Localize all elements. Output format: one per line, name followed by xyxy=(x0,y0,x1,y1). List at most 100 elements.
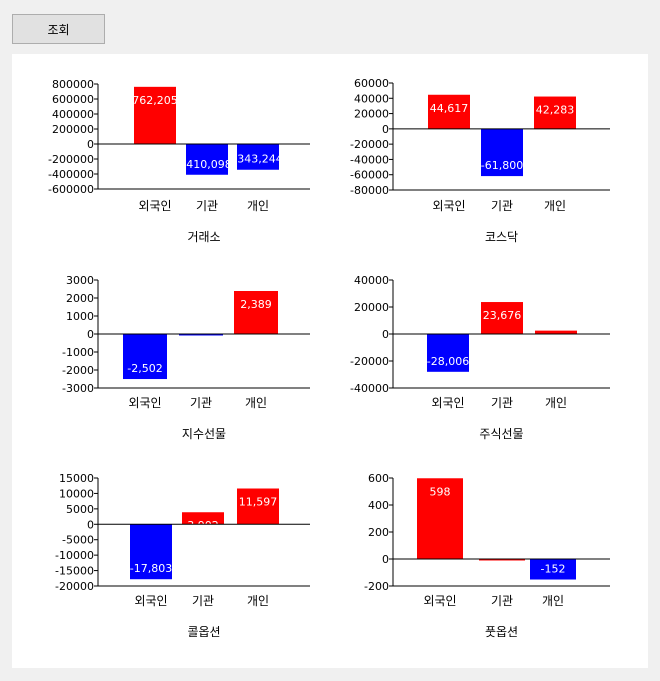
y-tick-label: -1000 xyxy=(62,346,94,359)
y-tick-label: -20000 xyxy=(350,138,389,151)
y-tick-label: 60000 xyxy=(354,77,389,90)
bar-foreigner xyxy=(417,478,463,559)
category-label-institution: 기관 xyxy=(491,199,513,213)
category-label-individual: 개인 xyxy=(247,199,269,213)
chart-title: 풋옵션 xyxy=(485,625,518,639)
data-label-individual: 42,283 xyxy=(536,104,575,117)
data-label-institution: 23,676 xyxy=(483,309,522,322)
category-label-institution: 기관 xyxy=(196,199,218,213)
category-label-individual: 개인 xyxy=(545,396,567,410)
y-tick-label: -15000 xyxy=(55,565,94,578)
bar-foreigner xyxy=(427,334,469,372)
y-tick-label: -3000 xyxy=(62,382,94,395)
y-tick-label: 3000 xyxy=(66,274,94,287)
y-tick-label: 0 xyxy=(382,123,389,136)
category-label-individual: 개인 xyxy=(544,199,566,213)
data-label-foreigner: -2,502 xyxy=(127,362,162,375)
chart-stock-futures: 40000 20000 0 -20000 -40000 -28,006 23,676 외국인 기… xyxy=(350,274,610,441)
y-tick-label: 0 xyxy=(382,328,389,341)
y-tick-label: 10000 xyxy=(59,487,94,500)
category-label-foreigner: 외국인 xyxy=(423,594,456,608)
y-tick-label: 600 xyxy=(368,472,389,485)
data-label-individual: 2,389 xyxy=(240,298,272,311)
bar-individual xyxy=(237,488,279,525)
chart-index-futures: 3000 2000 1000 0 -1000 -2000 -3000 -2,502 2,389 외… xyxy=(62,274,310,441)
bar-individual xyxy=(535,330,577,334)
bar-institution xyxy=(179,334,223,336)
y-tick-label: 400 xyxy=(368,499,389,512)
y-tick-label: 20000 xyxy=(354,301,389,314)
y-tick-label: -40000 xyxy=(350,153,389,166)
bar-individual xyxy=(530,559,576,580)
y-tick-label: -40000 xyxy=(350,382,389,395)
bar-individual xyxy=(234,290,278,334)
category-label-foreigner: 외국인 xyxy=(431,396,464,410)
category-label-individual: 개인 xyxy=(247,594,269,608)
data-label-individual: -152 xyxy=(541,563,566,576)
y-tick-label: 200000 xyxy=(52,123,94,136)
data-label-foreigner: 598 xyxy=(430,485,451,498)
bar-individual xyxy=(237,144,279,170)
data-label-foreigner: -28,006 xyxy=(427,355,469,368)
y-tick-label: 40000 xyxy=(354,92,389,105)
data-label-institution: -410,098 xyxy=(182,158,231,171)
y-tick-label: -60000 xyxy=(350,169,389,182)
y-tick-label: 200 xyxy=(368,526,389,539)
y-tick-label: -600000 xyxy=(48,183,94,196)
y-tick-label: -400000 xyxy=(48,168,94,181)
chart-title: 콜옵션 xyxy=(187,625,220,639)
chart-title: 코스닥 xyxy=(485,230,518,244)
category-label-individual: 개인 xyxy=(245,396,267,410)
chart-exchange: 800000 600000 400000 200000 0 -200000 -400000 -… xyxy=(48,78,310,244)
y-tick-label: 2000 xyxy=(66,292,94,305)
y-tick-label: 400000 xyxy=(52,108,94,121)
y-tick-label: -20000 xyxy=(55,580,94,593)
data-label-institution: -61,800 xyxy=(481,159,523,172)
bar-institution xyxy=(479,559,525,561)
bar-institution xyxy=(182,512,224,525)
bar-foreigner xyxy=(130,524,172,580)
chart-title: 거래소 xyxy=(187,230,220,244)
y-tick-label: -80000 xyxy=(350,184,389,197)
category-label-foreigner: 외국인 xyxy=(432,199,465,213)
bar-foreigner xyxy=(428,94,470,129)
y-tick-label: 0 xyxy=(87,328,94,341)
y-tick-label: -5000 xyxy=(62,534,94,547)
y-tick-label: -200 xyxy=(364,580,389,593)
y-tick-label: 1000 xyxy=(66,310,94,323)
chart-panel: 800000 600000 400000 200000 0 -200000 -400000-… xyxy=(12,54,648,668)
y-tick-label: 20000 xyxy=(354,108,389,121)
category-label-institution: 기관 xyxy=(491,396,513,410)
category-label-institution: 기관 xyxy=(190,396,212,410)
category-label-institution: 기관 xyxy=(491,594,513,608)
y-tick-label: 5000 xyxy=(66,503,94,516)
chart-title: 지수선물 xyxy=(182,427,226,441)
y-tick-label: 0 xyxy=(87,518,94,531)
y-tick-label: -20000 xyxy=(350,355,389,368)
y-tick-label: -200000 xyxy=(48,153,94,166)
data-label-institution: 3,902 xyxy=(187,519,219,532)
chart-kosdaq: 60000 40000 20000 0 -20000 -40000 -60000 -80000… xyxy=(350,77,610,244)
bar-individual xyxy=(534,96,576,129)
data-label-foreigner: 762,205 xyxy=(132,94,178,107)
y-tick-label: 0 xyxy=(87,138,94,151)
chart-title: 주식선물 xyxy=(479,427,523,441)
data-label-foreigner: 44,617 xyxy=(430,102,469,115)
data-label-individual: -343,244 xyxy=(233,153,282,166)
y-tick-label: -2000 xyxy=(62,364,94,377)
y-tick-label: 600000 xyxy=(52,93,94,106)
y-tick-label: 15000 xyxy=(59,472,94,485)
y-tick-label: 0 xyxy=(382,553,389,566)
category-label-foreigner: 외국인 xyxy=(134,594,167,608)
bar-institution xyxy=(481,302,523,334)
category-label-individual: 개인 xyxy=(542,594,564,608)
chart-call-options: 15000 10000 5000 0 -5000 -10000 -15000 -20000 -1… xyxy=(55,472,310,639)
charts-grid: 8000006000004000002000000-200000-400000-… xyxy=(48,77,610,639)
y-tick-label: -10000 xyxy=(55,549,94,562)
bar-institution xyxy=(186,144,228,175)
data-label-foreigner: -17,803 xyxy=(130,562,172,575)
bar-institution xyxy=(481,128,523,177)
query-button[interactable]: 조회 xyxy=(12,14,105,44)
category-label-foreigner: 외국인 xyxy=(138,199,171,213)
